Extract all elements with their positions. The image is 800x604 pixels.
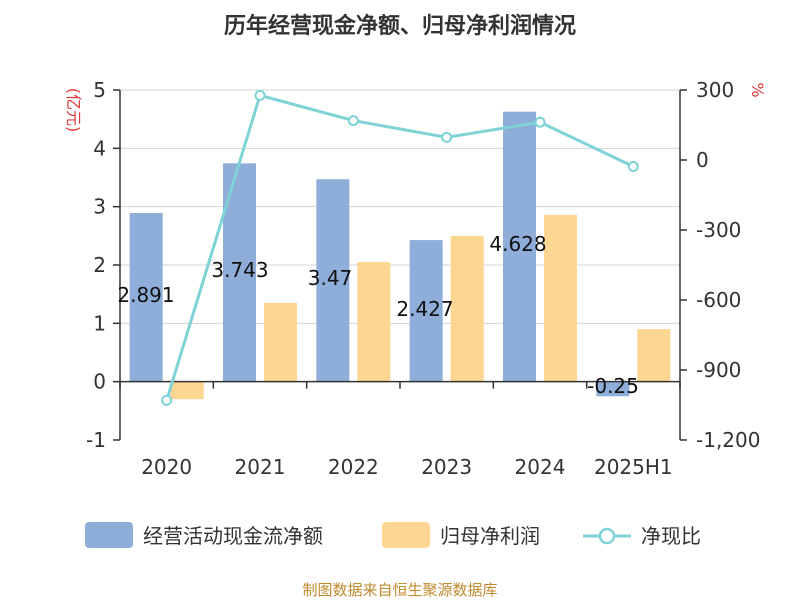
x-axis-labels: 2020 2021 2022 2023 2024 2025H1: [141, 455, 672, 479]
bar-profit: [450, 235, 484, 382]
legend-label-profit: 归母净利润: [440, 524, 540, 548]
x-axis-label: 2020: [141, 455, 192, 479]
bar-cashflow: [129, 213, 163, 382]
data-label-cashflow: 2.891: [117, 283, 174, 307]
left-tick-label: -1: [86, 428, 106, 452]
legend-label-ratio: 净现比: [641, 524, 701, 548]
left-axis-unit: (亿元): [64, 88, 83, 133]
x-axis-label: 2024: [515, 455, 566, 479]
legend-swatch-profit: [382, 522, 430, 548]
right-tick-label: 0: [696, 148, 709, 172]
chart-title: 历年经营现金净额、归母净利润情况: [224, 13, 576, 39]
ratio-point: [627, 161, 639, 173]
data-label-cashflow: 2.427: [396, 297, 453, 321]
left-tick-label: 0: [93, 370, 106, 394]
bar-profit: [264, 302, 297, 382]
legend-label-cashflow: 经营活动现金流净额: [143, 524, 323, 548]
left-tick-label: 5: [93, 78, 106, 102]
bar-profit: [170, 381, 204, 400]
left-tick-label: 1: [93, 311, 106, 335]
bar-cashflow: [316, 179, 350, 382]
bar-cashflow: [503, 111, 536, 382]
x-axis-label: 2021: [235, 455, 286, 479]
right-axis-unit: %: [748, 82, 767, 97]
left-tick-label: 2: [93, 253, 106, 277]
legend-swatch-ratio-marker: [598, 527, 616, 545]
gridlines: [120, 89, 680, 324]
ratio-point: [254, 89, 266, 101]
right-tick-label: 300: [696, 78, 734, 102]
left-axis-ticks: -1 0 1 2 3 4 5: [86, 78, 120, 452]
left-tick-label: 3: [93, 195, 106, 219]
ratio-point: [534, 116, 546, 128]
bar-cashflow: [596, 381, 630, 397]
ratio-point: [347, 115, 359, 127]
bar-profit: [637, 329, 671, 382]
ratio-point: [441, 131, 453, 143]
ratio-line: [161, 89, 639, 406]
right-tick-label: -600: [696, 288, 741, 312]
right-tick-label: -300: [696, 218, 741, 242]
data-label-cashflow: 3.743: [211, 258, 268, 282]
x-axis-label: 2022: [328, 455, 379, 479]
data-labels: 2.891 3.743 3.47 2.427 4.628 -0.25: [117, 232, 639, 398]
data-label-cashflow: 4.628: [489, 232, 546, 256]
legend: 经营活动现金流净额 归母净利润 净现比: [85, 522, 701, 548]
ratio-line-path: [165, 93, 634, 401]
right-tick-label: -1,200: [696, 428, 760, 452]
right-tick-label: -900: [696, 358, 741, 382]
bar-cashflow: [409, 240, 443, 382]
bar-profit: [544, 214, 577, 382]
right-axis-ticks: -1,200 -900 -600 -300 0 300: [680, 78, 760, 452]
data-label-cashflow: -0.25: [587, 374, 639, 398]
legend-swatch-cashflow: [85, 522, 133, 548]
data-label-cashflow: 3.47: [308, 266, 353, 290]
bar-profit: [357, 262, 391, 382]
axes: [119, 90, 681, 440]
x-axis-label: 2023: [421, 455, 472, 479]
source-note: 制图数据来自恒生聚源数据库: [302, 581, 497, 599]
ratio-point: [161, 394, 173, 406]
left-tick-label: 4: [93, 136, 106, 160]
x-axis-label: 2025H1: [594, 455, 673, 479]
